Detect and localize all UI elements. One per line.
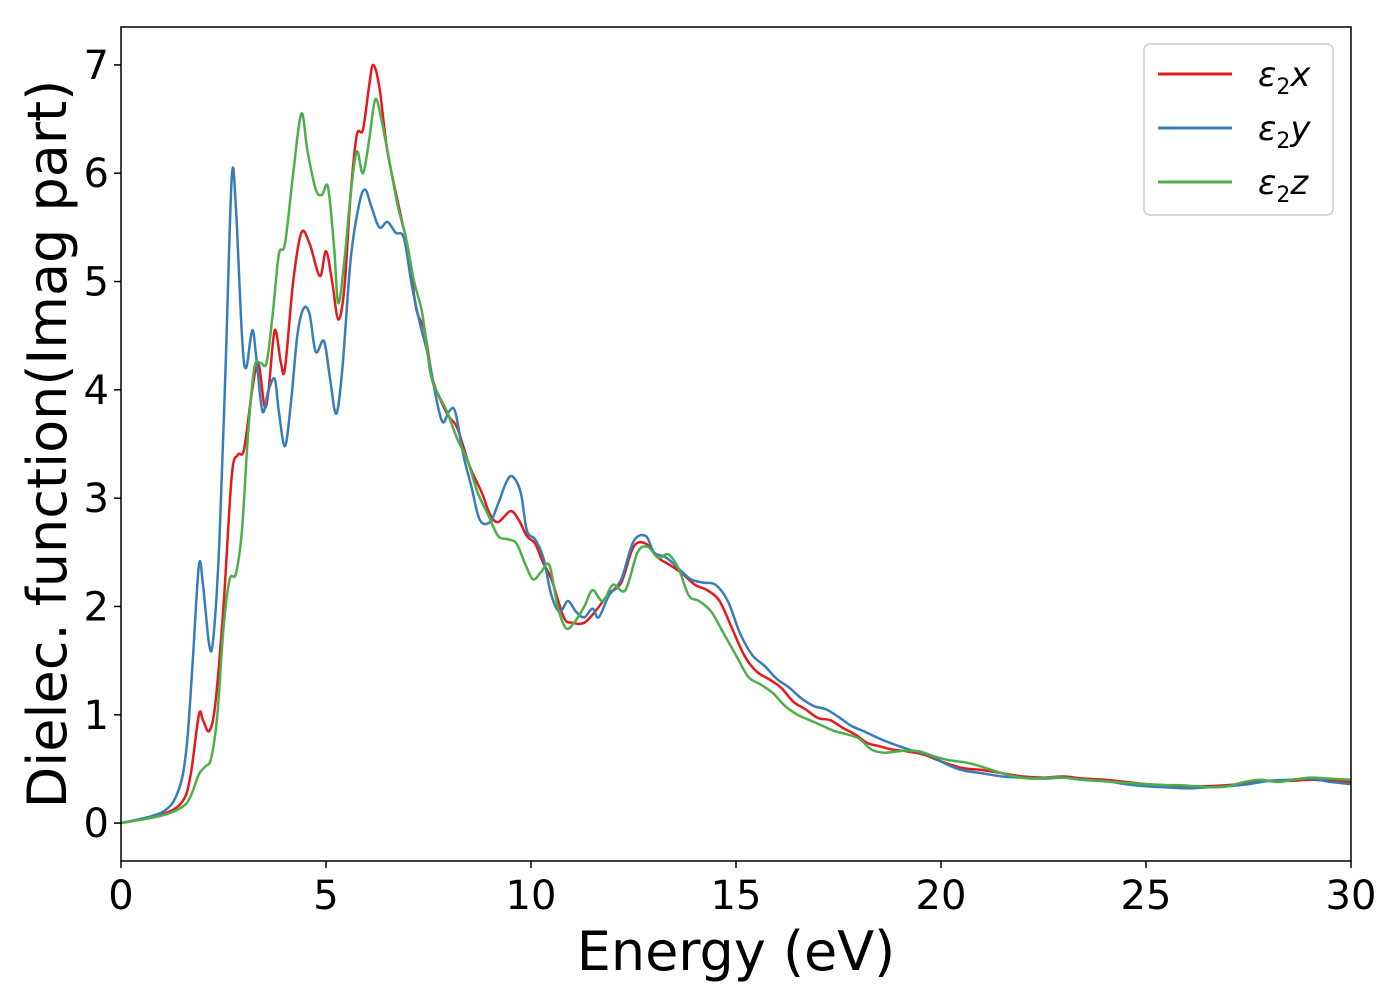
legend: ε2x ε2y ε2z: [1143, 43, 1334, 216]
legend-label-y: ε2y: [1258, 109, 1311, 154]
y-axis: 0 1 2 3 4 5 6 7: [84, 43, 121, 847]
series-line-z: [121, 97, 1351, 825]
y-tick-label: 1: [84, 693, 109, 739]
y-tick-label: 5: [84, 260, 109, 306]
y-tick-label: 6: [84, 151, 109, 197]
x-tick-label: 5: [313, 873, 338, 919]
legend-label-x: ε2x: [1258, 55, 1311, 100]
y-axis-label: Dielec. function(Imag part): [16, 80, 79, 809]
x-tick-label: 15: [711, 873, 762, 919]
legend-label-z: ε2z: [1258, 163, 1309, 208]
x-tick-label: 20: [916, 873, 967, 919]
x-tick-label: 25: [1121, 873, 1172, 919]
y-tick-label: 4: [84, 368, 109, 414]
y-tick-label: 0: [84, 801, 109, 847]
x-axis: 0 5 10 15 20 25 30: [108, 861, 1376, 919]
x-tick-label: 0: [108, 873, 133, 919]
x-tick-label: 30: [1326, 873, 1377, 919]
y-tick-label: 7: [84, 43, 109, 89]
series-line-y: [121, 166, 1351, 825]
y-tick-label: 3: [84, 476, 109, 522]
series-layer: [121, 63, 1351, 825]
legend-box: [1143, 43, 1334, 216]
x-tick-label: 10: [506, 873, 557, 919]
y-tick-label: 2: [84, 584, 109, 630]
x-axis-label: Energy (eV): [577, 920, 896, 983]
